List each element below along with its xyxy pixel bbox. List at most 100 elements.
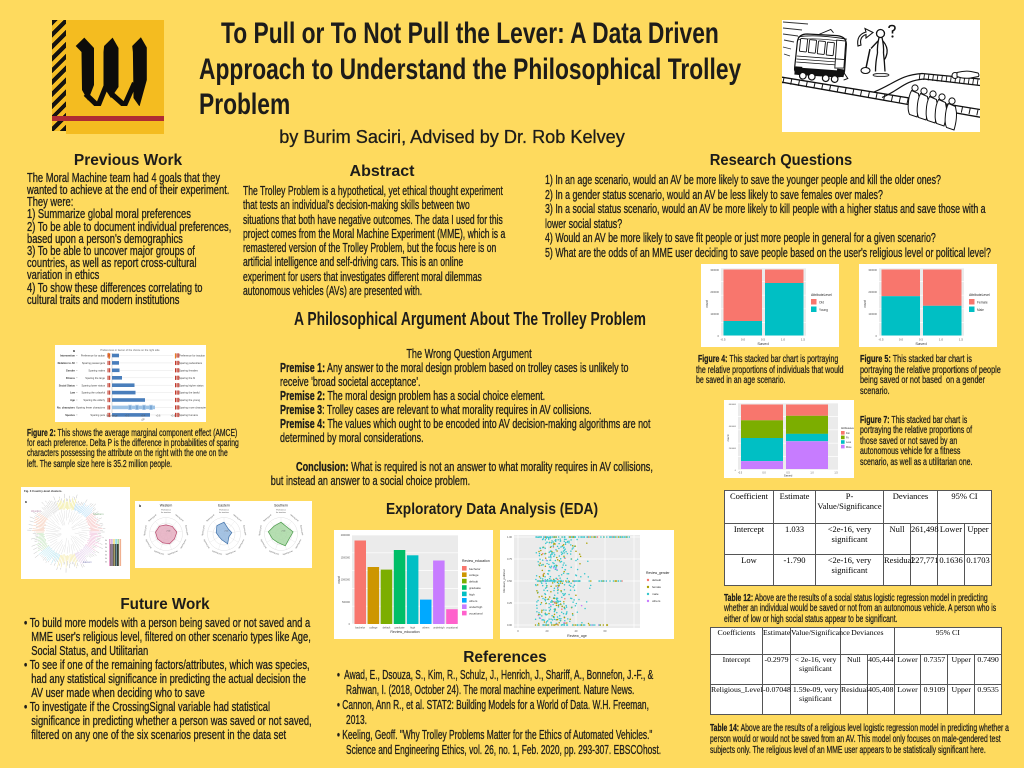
svg-text:Sparing pref.: Sparing pref. [299,525,304,537]
svg-text:1.0: 1.0 [939,338,944,342]
svg-text:Sparing pref.: Sparing pref. [167,549,179,556]
svg-text:20: 20 [546,629,549,633]
svg-text:1.5: 1.5 [959,338,964,342]
svg-text:1000000: 1000000 [341,579,351,582]
svg-text:0: 0 [517,629,519,633]
svg-text:Eastern: Eastern [83,560,92,564]
svg-text:1.00: 1.00 [507,535,513,539]
svg-text:Sparing higher status: Sparing higher status [179,383,204,387]
svg-text:Gender: Gender [66,368,75,372]
svg-text:default: default [652,578,661,582]
svg-text:b: b [139,504,142,508]
svg-text:underhigh: underhigh [469,605,483,609]
svg-text:1.5: 1.5 [801,338,806,342]
svg-text:Preference: Preference [219,510,230,512]
svg-text:Review_age: Review_age [567,634,587,638]
svg-text:Western: Western [31,509,41,513]
svg-text:Sparing the large: Sparing the large [85,376,105,380]
svg-text:300000: 300000 [868,268,877,272]
svg-text:600000: 600000 [729,404,737,406]
svg-text:Sparing lower status: Sparing lower status [82,383,106,387]
svg-text:lbl: lbl [105,554,107,556]
svg-text:Sparing females: Sparing females [179,368,198,372]
svg-text:Preference: Preference [161,510,172,512]
svg-text:count: count [337,576,341,584]
svg-text:college: college [369,626,378,630]
svg-text:lbl: lbl [105,562,107,564]
svg-text:0: 0 [735,470,737,472]
svg-text:2000000: 2000000 [341,534,351,537]
svg-text:0.50: 0.50 [507,579,513,583]
svg-text:Sparing males: Sparing males [88,368,105,372]
svg-text:AttributeLevel: AttributeLevel [969,293,990,297]
svg-text:for inaction: for inaction [276,511,286,514]
svg-text:Sparing pref.: Sparing pref. [258,524,263,536]
svg-text:Preference for inaction: Preference for inaction [179,354,206,358]
svg-text:0.5: 0.5 [761,338,766,342]
svg-text:Sparing pref.: Sparing pref. [205,513,216,523]
svg-text:high: high [410,626,415,630]
svg-text:1500000: 1500000 [341,556,351,559]
svg-text:Sparing pref.: Sparing pref. [289,513,300,523]
svg-text:others: others [469,599,478,603]
svg-text:count: count [705,300,709,308]
svg-text:+0.8: +0.8 [171,415,176,418]
svg-text:default: default [469,580,478,584]
svg-text:Sparing pref.: Sparing pref. [179,538,187,549]
svg-text:Sparing the unlawful: Sparing the unlawful [81,391,105,395]
svg-text:No. characters: No. characters [57,406,76,410]
svg-text:1.0: 1.0 [781,338,786,342]
svg-text:ΔP: ΔP [141,419,145,422]
svg-text:female: female [652,585,661,589]
svg-text:lbl: lbl [105,551,107,553]
svg-text:Age: Age [70,398,75,402]
svg-text:Sparing pref.: Sparing pref. [269,550,281,557]
svg-text:Sparing the elderly: Sparing the elderly [83,398,105,402]
svg-text:a: a [73,349,75,353]
svg-text:200000: 200000 [729,448,737,450]
svg-text:Preference: Preference [276,510,287,512]
svg-text:college: college [469,573,479,577]
svg-text:0.75: 0.75 [507,557,513,561]
svg-text:Sparing pref.: Sparing pref. [203,539,211,550]
svg-text:Sparing pref.: Sparing pref. [147,513,158,523]
svg-text:vocational: vocational [446,626,458,630]
svg-text:-0.5: -0.5 [720,338,726,342]
svg-text:Preferences in favour of the c: Preferences in favour of the choice on t… [100,348,160,352]
svg-text:Eastern: Eastern [218,504,230,508]
svg-text:underhigh: underhigh [433,626,445,630]
svg-text:0.0: 0.0 [762,472,766,475]
svg-text:Southern: Southern [93,512,104,516]
svg-text:count: count [863,300,867,308]
svg-text:Intervention: Intervention [60,354,75,358]
svg-text:Sparing pref.: Sparing pref. [145,539,153,550]
svg-text:Southern: Southern [274,504,288,508]
svg-text:Sparing pref.: Sparing pref. [225,549,237,556]
svg-text:0.0: 0.0 [741,338,746,342]
svg-text:Sparing pedestrians: Sparing pedestrians [179,361,203,365]
svg-text:No change: No change [106,415,118,418]
svg-text:Species: Species [65,413,75,417]
svg-text:0.0: 0.0 [899,338,904,342]
svg-text:0.00: 0.00 [507,623,513,627]
svg-text:1.0: 1.0 [810,472,814,475]
svg-text:0.5: 0.5 [919,338,924,342]
svg-text:graduate: graduate [469,586,481,590]
svg-text:Sparing humans: Sparing humans [179,413,199,417]
svg-text:Reviews_political: Reviews_political [502,569,506,592]
svg-text:1.5: 1.5 [834,472,838,475]
svg-text:lbl: lbl [105,558,107,560]
svg-text:bachelor: bachelor [469,567,481,571]
svg-text:Sparing pref.: Sparing pref. [184,525,189,537]
svg-text:Saved: Saved [784,474,793,478]
svg-text:Saved: Saved [757,341,768,346]
svg-text:graduate: graduate [394,626,405,630]
svg-text:high: high [469,592,475,596]
svg-text:Sparing more characters: Sparing more characters [179,406,206,410]
svg-text:200000: 200000 [710,290,719,294]
svg-text:0: 0 [876,334,878,338]
svg-text:lbl: lbl [105,544,107,546]
svg-text:Sparing passengers: Sparing passengers [82,361,106,365]
svg-text:vocational: vocational [469,612,483,616]
svg-text:Sparing pref.: Sparing pref. [262,513,273,523]
